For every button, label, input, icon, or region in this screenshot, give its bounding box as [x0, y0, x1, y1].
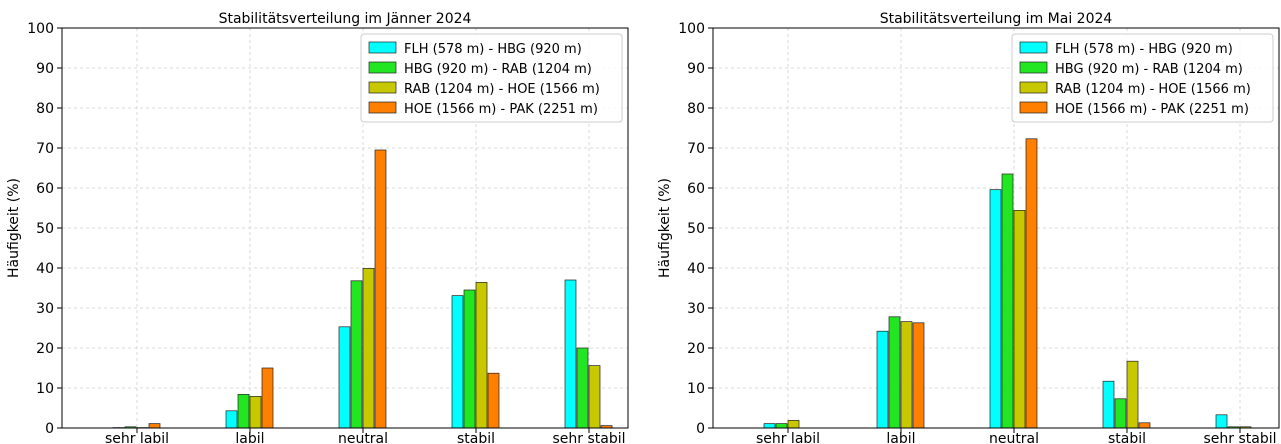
bar [888, 316, 901, 429]
legend-box [1011, 33, 1274, 123]
legend-label: FLH (578 m) - HBG (920 m) [1055, 42, 1233, 57]
x-tick-label: neutral [338, 431, 388, 444]
y-tick-label: 10 [36, 381, 54, 397]
bar [775, 423, 788, 429]
legend-label: HBG (920 m) - RAB (1204 m) [1055, 62, 1243, 77]
x-tick-label: stabil [457, 431, 495, 444]
chart-panel-january: 0 10 20 30 40 50 60 70 80 90 100 sehr labil labil neu… [6, 11, 629, 444]
bar [237, 394, 250, 429]
legend: FLH (578 m) - HBG (920 m) HBG (920 m) - R… [1011, 33, 1274, 123]
bar [451, 295, 464, 429]
x-tick-label: neutral [989, 431, 1039, 444]
y-tick-label: 50 [687, 221, 705, 237]
bar [787, 420, 800, 429]
x-tick-label: sehr stabil [552, 431, 625, 444]
legend-swatch [1019, 81, 1048, 94]
bar [564, 279, 577, 429]
legend: FLH (578 m) - HBG (920 m) HBG (920 m) - R… [360, 33, 623, 123]
bar [588, 365, 601, 429]
bar [475, 282, 488, 429]
bar [148, 423, 161, 429]
legend-swatch [368, 41, 397, 54]
x-tick-label: sehr labil [756, 431, 820, 444]
bar [1114, 398, 1127, 429]
bar [350, 280, 363, 429]
y-tick-label: 0 [45, 421, 54, 437]
legend-swatch [1019, 101, 1048, 114]
x-tick-label: sehr stabil [1203, 431, 1276, 444]
chart-title: Stabilitätsverteilung im Jänner 2024 [219, 11, 472, 27]
legend-label: RAB (1204 m) - HOE (1566 m) [1055, 82, 1251, 97]
bar [487, 372, 500, 429]
x-tick-label: sehr labil [105, 431, 169, 444]
y-tick-label: 10 [687, 381, 705, 397]
y-tick-label: 100 [27, 21, 54, 37]
legend-swatch [1019, 41, 1048, 54]
y-tick-label: 30 [36, 301, 54, 317]
legend-label: HOE (1566 m) - PAK (2251 m) [1055, 102, 1249, 117]
x-tick-label: labil [886, 431, 915, 444]
bar [1138, 422, 1151, 429]
chart-title: Stabilitätsverteilung im Mai 2024 [880, 11, 1113, 27]
bar [261, 367, 274, 429]
y-tick-label: 60 [36, 181, 54, 197]
bar [249, 396, 262, 429]
y-tick-label: 50 [36, 221, 54, 237]
legend-swatch [1019, 61, 1048, 74]
bar [1025, 138, 1038, 429]
y-tick-label: 70 [687, 141, 705, 157]
legend-label: HBG (920 m) - RAB (1204 m) [404, 62, 592, 77]
y-axis-label: Häufigkeit (%) [657, 178, 673, 278]
bar [876, 330, 889, 429]
y-tick-label: 80 [36, 101, 54, 117]
y-tick-label: 80 [687, 101, 705, 117]
legend-label: FLH (578 m) - HBG (920 m) [404, 42, 582, 57]
y-tick-label: 90 [36, 61, 54, 77]
y-tick-label: 90 [687, 61, 705, 77]
x-tick-label: stabil [1108, 431, 1146, 444]
y-tick-label: 40 [36, 261, 54, 277]
bar [576, 347, 589, 429]
x-tick-label: labil [235, 431, 264, 444]
bar [1102, 380, 1115, 429]
bar [900, 321, 913, 429]
bar [1001, 173, 1014, 429]
bar [989, 189, 1002, 429]
bar [463, 289, 476, 429]
legend-label: RAB (1204 m) - HOE (1566 m) [404, 82, 600, 97]
y-tick-label: 30 [687, 301, 705, 317]
y-tick-label: 60 [687, 181, 705, 197]
y-tick-label: 70 [36, 141, 54, 157]
y-tick-label: 100 [678, 21, 705, 37]
legend-label: HOE (1566 m) - PAK (2251 m) [404, 102, 598, 117]
bar [1215, 414, 1228, 429]
y-tick-label: 40 [687, 261, 705, 277]
legend-swatch [368, 101, 397, 114]
legend-swatch [368, 81, 397, 94]
legend-box [360, 33, 623, 123]
chart-panel-may: 0 10 20 30 40 50 60 70 80 90 100 sehr labil labil neu… [657, 11, 1280, 444]
y-tick-label: 0 [696, 421, 705, 437]
bar [362, 268, 375, 429]
legend-swatch [368, 61, 397, 74]
y-tick-label: 20 [36, 341, 54, 357]
y-tick-label: 20 [687, 341, 705, 357]
bar [912, 322, 925, 429]
bar [1126, 360, 1139, 429]
y-axis-label: Häufigkeit (%) [6, 178, 22, 278]
bar [225, 410, 238, 429]
bar [763, 423, 776, 429]
bar [1013, 210, 1026, 429]
bar [374, 149, 387, 429]
bar [338, 326, 351, 429]
